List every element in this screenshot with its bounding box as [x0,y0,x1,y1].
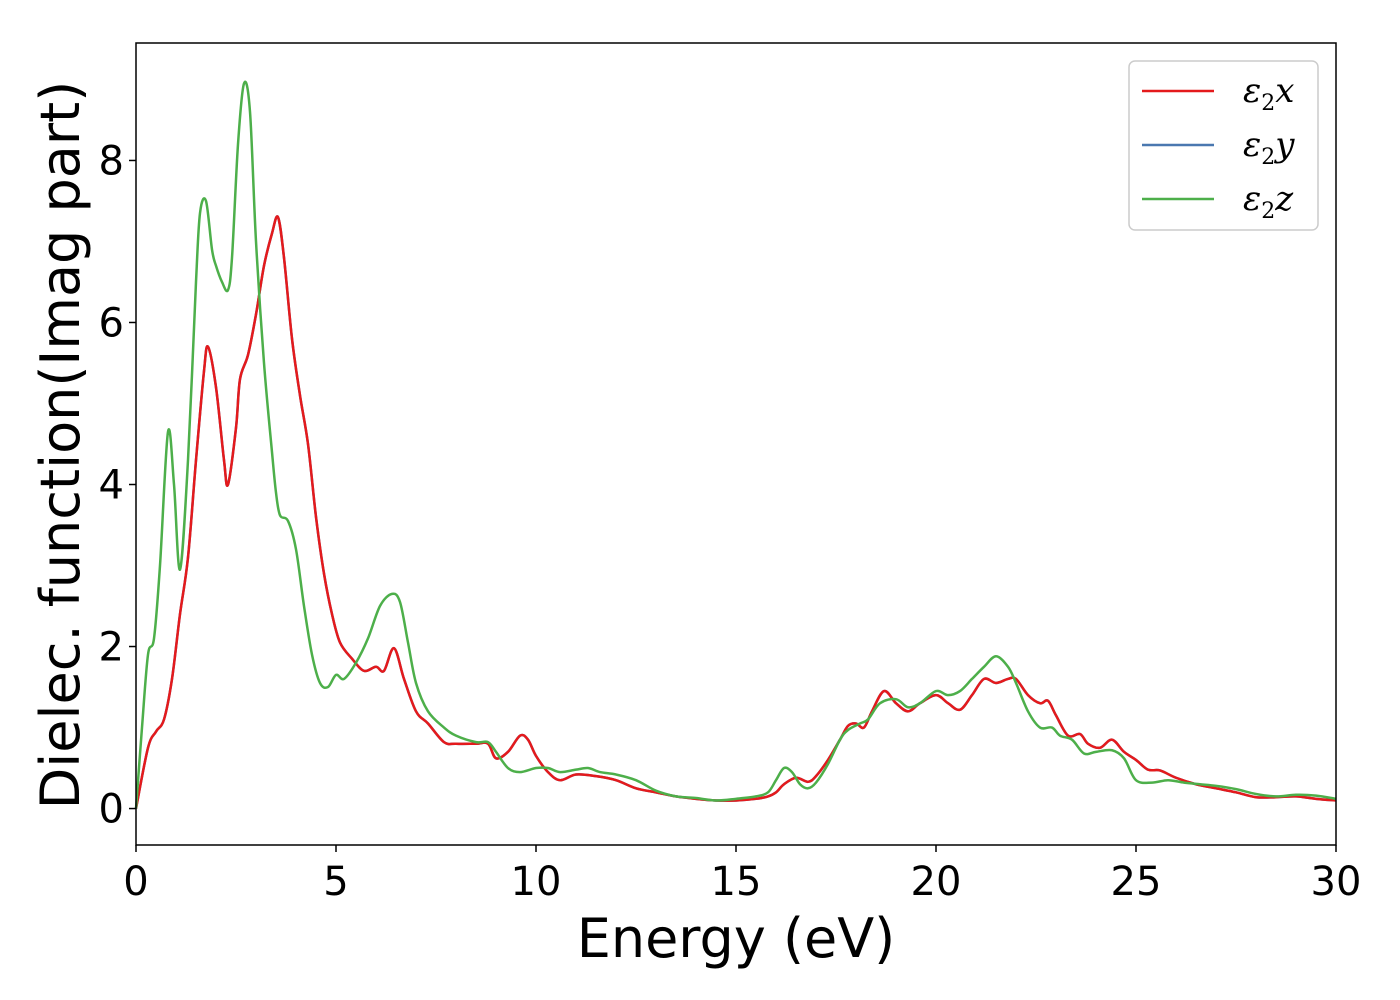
y-tick-label: 4 [99,463,124,509]
x-tick-label: 0 [123,859,148,905]
y-tick-label: 2 [99,625,124,671]
legend-label-z: ε2z [1243,179,1294,224]
y-tick-label: 6 [99,300,124,346]
x-tick-label: 5 [323,859,348,905]
series-line-z [134,80,1337,809]
x-tick-label: 25 [1111,859,1162,905]
x-tick-label: 30 [1311,859,1362,905]
x-tick-label: 10 [511,859,562,905]
y-tick-label: 0 [99,787,124,833]
legend-box [1128,60,1319,231]
series-line-x [134,215,1337,809]
legend: ε2x ε2y ε2z [1128,60,1319,231]
y-axis-label: Dielec. function(Imag part) [29,81,92,810]
legend-label-x: ε2x [1243,71,1294,116]
legend-items: ε2x ε2y ε2z [1142,71,1295,224]
x-tick-label: 20 [911,859,962,905]
legend-label-y: ε2y [1243,125,1295,170]
x-axis-label: Energy (eV) [577,907,896,970]
y-axis-ticks: 0 2 4 6 8 [99,138,136,833]
x-tick-label: 15 [711,859,762,905]
series-lines [134,80,1337,809]
x-axis-ticks: 0 5 10 15 20 25 30 [123,845,1361,905]
y-tick-label: 8 [99,138,124,184]
